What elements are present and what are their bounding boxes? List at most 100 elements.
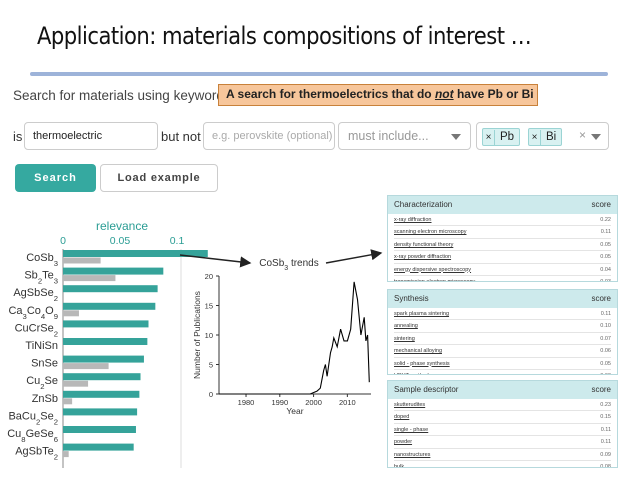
keyword-link[interactable]: powder [394,439,413,446]
material-label: TiNiSn [25,340,58,352]
relevance-tick-label: 0.1 [170,235,185,247]
keyword-link[interactable]: HPHT method [394,370,429,374]
material-label: CuCrSe2 [15,322,58,338]
x-tick-label: 1980 [238,398,255,407]
relevance-bar [63,250,208,257]
panel-header: Characterization score [388,196,617,214]
keyword-link[interactable]: density functional theory [394,241,454,248]
panel-row: powder 0.11 [394,436,611,449]
search-button[interactable]: Search [15,164,96,192]
trend-series-line [219,281,370,395]
relevance-bar [63,443,134,451]
relevance-bar-secondary [63,363,109,370]
panel-row: scanning electron microscopy 0.11 [394,226,611,239]
panel-row: transmission electron microscopy 0.03 [394,276,611,282]
x-tick-label: 2010 [339,398,356,407]
panel-header: Sample descriptor score [388,381,617,399]
relevance-bar [63,302,156,310]
relevance-tick-label: 0.05 [110,235,131,247]
panel-row: skutterudites 0.23 [394,399,611,412]
keyword-link[interactable]: scanning electron microscopy [394,229,467,236]
must-include-select[interactable]: must include... [338,122,471,150]
tag-pb-label: Pb [500,131,515,143]
relevance-bar [63,373,141,381]
material-label: CoSb3 [26,252,58,268]
relevance-title: relevance [96,219,148,233]
but-not-label: but not [161,129,201,144]
keyword-score: 0.04 [600,266,611,273]
exclude-keyword-input[interactable]: e.g. perovskite (optional) [203,122,335,150]
keyword-score: 0.06 [600,348,611,355]
panel-title: Characterization [394,200,453,209]
title-divider [30,72,608,76]
chevron-down-icon[interactable] [591,134,601,140]
exclude-elements-select[interactable]: × Pb × Bi × [476,122,609,150]
keyword-link[interactable]: sintering [394,335,415,342]
y-tick-label: 10 [205,331,213,340]
panel-row: density functional theory 0.05 [394,239,611,252]
panel-score-header: score [591,294,611,303]
keyword-score: 0.22 [600,217,611,223]
keyword-link[interactable]: transmission electron microscopy [394,278,476,282]
keyword-link[interactable]: x-ray diffraction [394,217,432,223]
relevance-bar-secondary [63,451,69,458]
trend-y-label: Number of Publications [192,291,202,379]
panel-score-header: score [591,200,611,209]
relevance-bar [63,320,149,328]
callout-text-not: not [434,87,454,101]
keyword-link[interactable]: bulk [394,463,405,468]
panel-row: spark plasma sintering 0.11 [394,308,611,321]
keyword-score: 0.05 [600,241,611,248]
remove-tag-bi-icon[interactable]: × [529,130,541,146]
relevance-bar-secondary [63,257,101,264]
panel-row: bulk 0.08 [394,461,611,468]
search-heading: Search for materials using keywords [13,88,231,103]
panel-row: energy dispersive spectroscopy 0.04 [394,264,611,276]
material-label: Cu8GeSe6 [7,428,58,444]
clear-icon[interactable]: × [579,128,587,142]
keyword-score: 0.11 [600,426,611,433]
arrow-to-panels [325,249,383,264]
keyword-link[interactable]: mechanical alloying [394,348,442,355]
material-label: Ca3Co4O9 [8,305,58,321]
load-example-button[interactable]: Load example [100,164,218,192]
slide-title: Application: materials compositions of i… [37,22,532,50]
panel-row: x-ray diffraction 0.22 [394,214,611,227]
keyword-input[interactable]: thermoelectric [24,122,158,150]
keyword-score: 0.10 [600,323,611,330]
relevance-bar [63,338,148,345]
chevron-down-icon[interactable] [451,134,461,140]
panel-row: annealing 0.10 [394,320,611,333]
keyword-link[interactable]: single - phase [394,426,429,433]
panel-row: single - phase 0.11 [394,424,611,437]
panel-row: HPHT method 0.03 [394,370,611,374]
is-label: is [13,129,23,144]
callout-text-pre: A search for thermoelectrics that do [226,87,435,101]
keyword-link[interactable]: skutterudites [394,402,426,408]
keyword-link[interactable]: solid - phase synthesis [394,360,450,367]
panel-row: doped 0.15 [394,411,611,424]
relevance-bar-secondary [63,398,73,405]
tag-bi: × Bi [528,128,563,146]
panel-title: Sample descriptor [394,385,459,394]
relevance-bar [63,390,140,398]
remove-tag-pb-icon[interactable]: × [483,130,495,146]
y-tick-label: 0 [209,390,213,399]
relevance-bar-secondary [63,275,116,282]
keyword-link[interactable]: doped [394,414,410,421]
callout-box: A search for thermoelectrics that do not… [218,84,538,106]
panel-title: Synthesis [394,294,429,303]
keyword-link[interactable]: nanostructures [394,451,431,458]
keyword-score: 0.11 [600,311,611,317]
keyword-link[interactable]: annealing [394,323,418,330]
keyword-link[interactable]: energy dispersive spectroscopy [394,266,472,273]
panel-row: solid - phase synthesis 0.05 [394,358,611,370]
trend-title: CoSb3 trends [259,258,319,272]
panel-header: Synthesis score [388,290,617,308]
keyword-link[interactable]: x-ray powder diffraction [394,254,452,261]
y-tick-label: 5 [209,361,213,370]
relevance-tick-label: 0 [60,235,66,247]
keyword-link[interactable]: spark plasma sintering [394,311,450,317]
